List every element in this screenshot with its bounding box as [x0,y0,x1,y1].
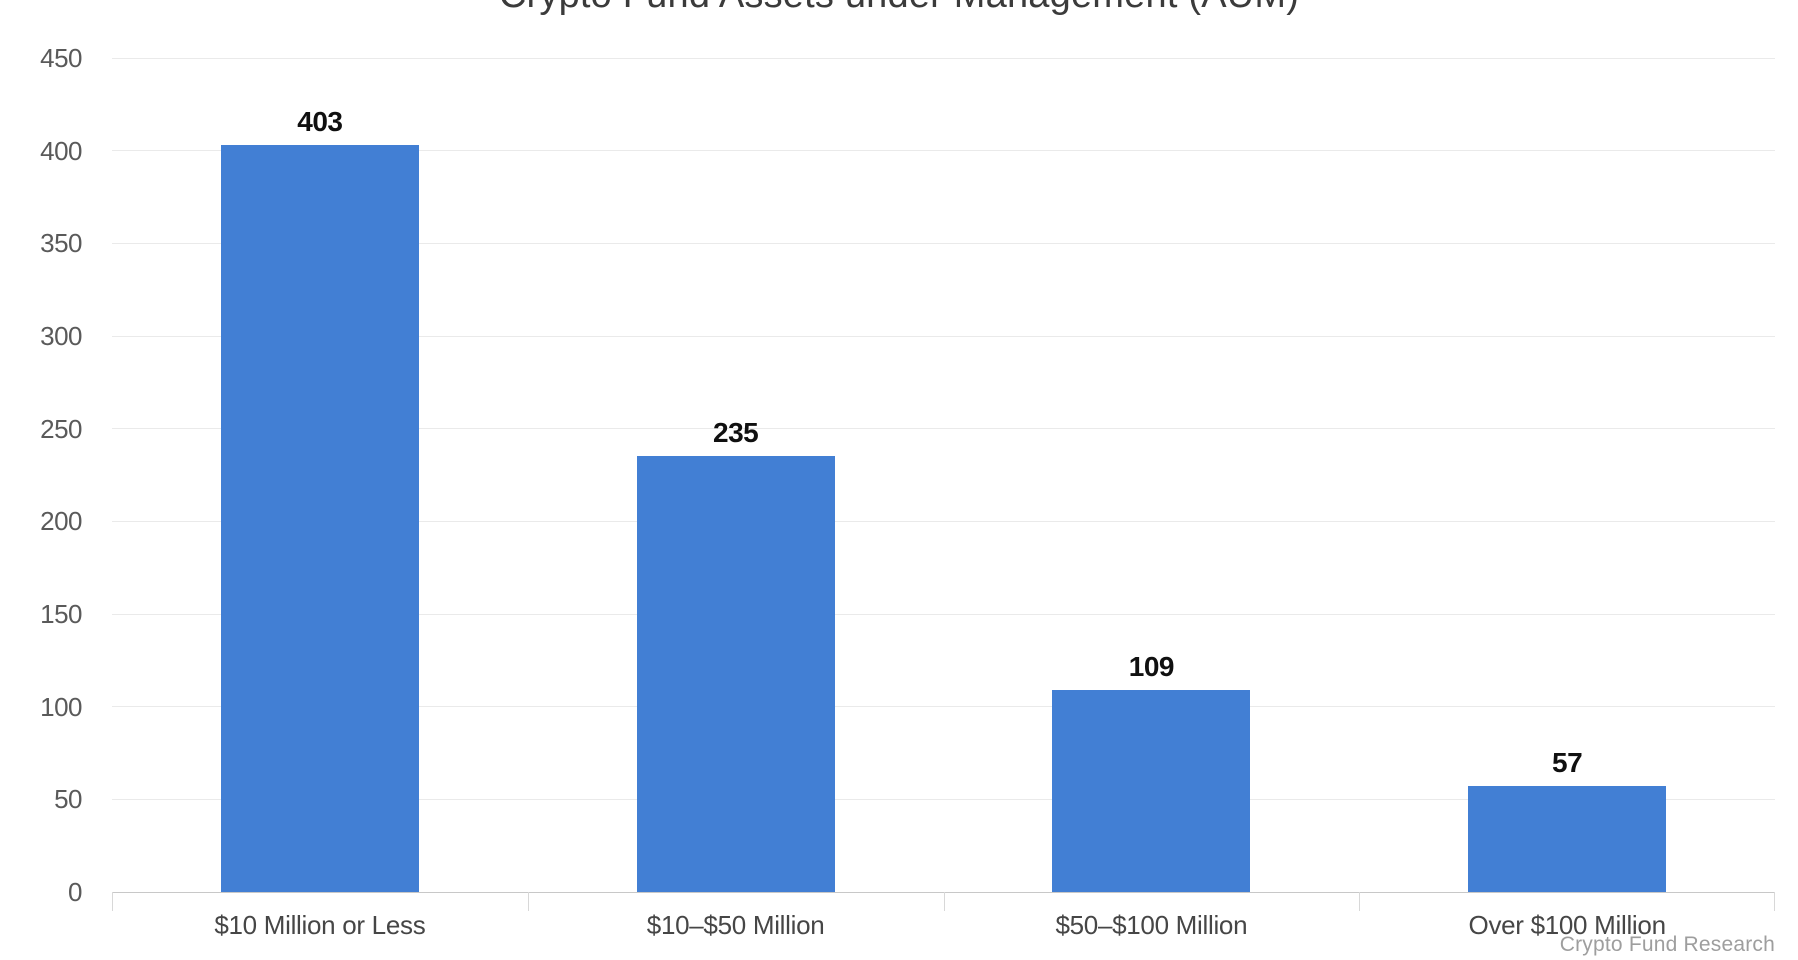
bar-value-label: 57 [1552,747,1583,779]
gridline [112,706,1775,708]
category-boundary-tick [1359,892,1361,911]
x-tick-label: $10 Million or Less [214,910,426,940]
bar[interactable] [1052,689,1251,892]
gridline [112,428,1775,430]
gridline [112,335,1775,337]
category-boundary-tick [112,892,113,911]
x-tick-label: Over $100 Million [1468,910,1667,940]
y-tick-label: 50 [54,784,82,815]
y-tick-label: 300 [40,321,82,351]
bar-value-label: 235 [713,417,759,449]
x-tick-label: $50–$100 Million [1055,910,1248,940]
gridline [112,520,1775,522]
gridline [112,150,1775,152]
y-tick-label: 450 [40,43,82,73]
y-tick-label: 200 [40,506,82,537]
gridline [112,57,1775,59]
x-axis: $10 Million or Less $10–$50 Million $50–$1… [112,908,1775,948]
y-tick-label: 400 [40,135,82,166]
y-tick-label: 350 [40,228,82,259]
bar[interactable] [220,145,419,892]
gridline [112,242,1775,244]
plot-area: 403 235 109 57 [112,0,1775,911]
y-tick-label: 100 [40,691,82,722]
chart-title: Crypto Fund Assets under Management (AUM… [0,0,1798,14]
gridline [112,613,1775,615]
gridline [112,798,1775,800]
bar[interactable] [1468,786,1667,892]
y-tick-label: 0 [68,877,82,907]
y-tick-label: 250 [40,413,82,444]
category-boundary-tick [527,892,529,911]
bar[interactable] [636,456,835,892]
y-axis: 0 50 100 150 200 250 300 350 400 450 [0,0,84,960]
category-boundary-tick [1774,892,1775,911]
category-boundary-tick [943,892,945,911]
y-tick-label: 150 [40,599,82,629]
bar-value-label: 109 [1128,650,1175,682]
source-attribution: Crypto Fund Research [1559,933,1775,956]
x-tick-label: $10–$50 Million [646,910,825,940]
bar-value-label: 403 [297,106,343,138]
